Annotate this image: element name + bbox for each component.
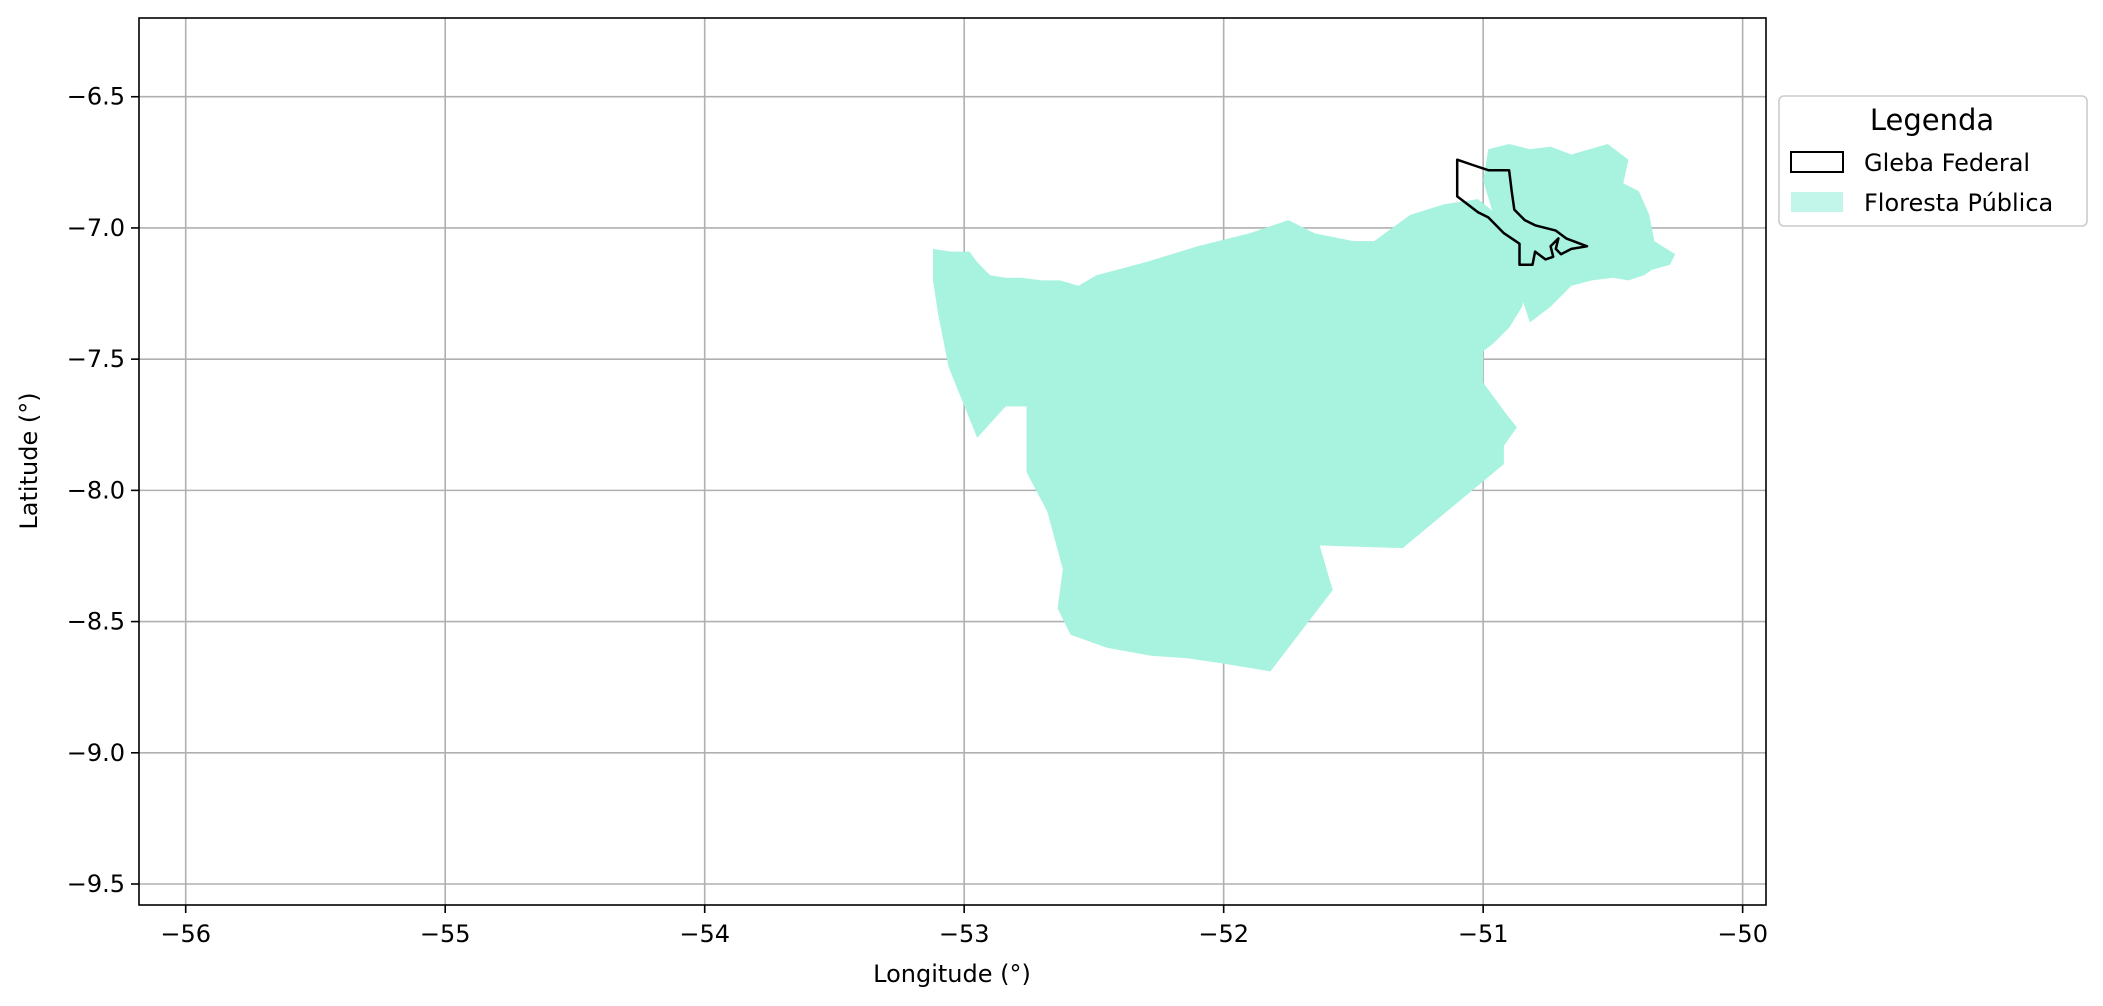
map-layers	[933, 144, 1676, 672]
legend-title: Legenda	[1870, 103, 1994, 137]
y-tick-label: −7.0	[67, 214, 125, 242]
y-axis-label: Latitude (°)	[15, 392, 43, 529]
y-tick-label: −7.5	[67, 345, 125, 373]
y-tick-label: −8.0	[67, 476, 125, 504]
y-tick-label: −6.5	[67, 83, 125, 111]
legend-label-floresta-publica: Floresta Pública	[1864, 189, 2053, 217]
x-tick-label: −55	[420, 920, 471, 948]
plot-frame	[138, 17, 1767, 906]
y-axis-ticks: −6.5 −7.0 −7.5 −8.0 −8.5 −9.0 −9.5	[67, 83, 139, 898]
legend-frame	[1778, 95, 2088, 227]
x-axis-label: Longitude (°)	[873, 960, 1031, 988]
x-tick-label: −54	[679, 920, 730, 948]
x-tick-label: −51	[1458, 920, 1509, 948]
x-axis-ticks: −56 −55 −54 −53 −52 −51 −50	[160, 905, 1768, 948]
floresta-publica-polygon	[933, 199, 1530, 672]
gleba-federal-polygon	[1455, 158, 1589, 266]
y-tick-label: −9.0	[67, 739, 125, 767]
x-tick-label: −56	[160, 920, 211, 948]
y-tick-label: −8.5	[67, 608, 125, 636]
x-tick-label: −53	[939, 920, 990, 948]
legend-swatch-gleba-federal	[1790, 151, 1844, 173]
floresta-publica-polygon	[1483, 144, 1676, 323]
legend: Legenda Gleba Federal Floresta Pública	[1778, 95, 2088, 227]
legend-label-gleba-federal: Gleba Federal	[1864, 149, 2030, 177]
x-tick-label: −52	[1198, 920, 1249, 948]
y-tick-label: −9.5	[67, 870, 125, 898]
x-tick-label: −50	[1717, 920, 1768, 948]
legend-swatch-floresta-publica	[1791, 192, 1843, 212]
